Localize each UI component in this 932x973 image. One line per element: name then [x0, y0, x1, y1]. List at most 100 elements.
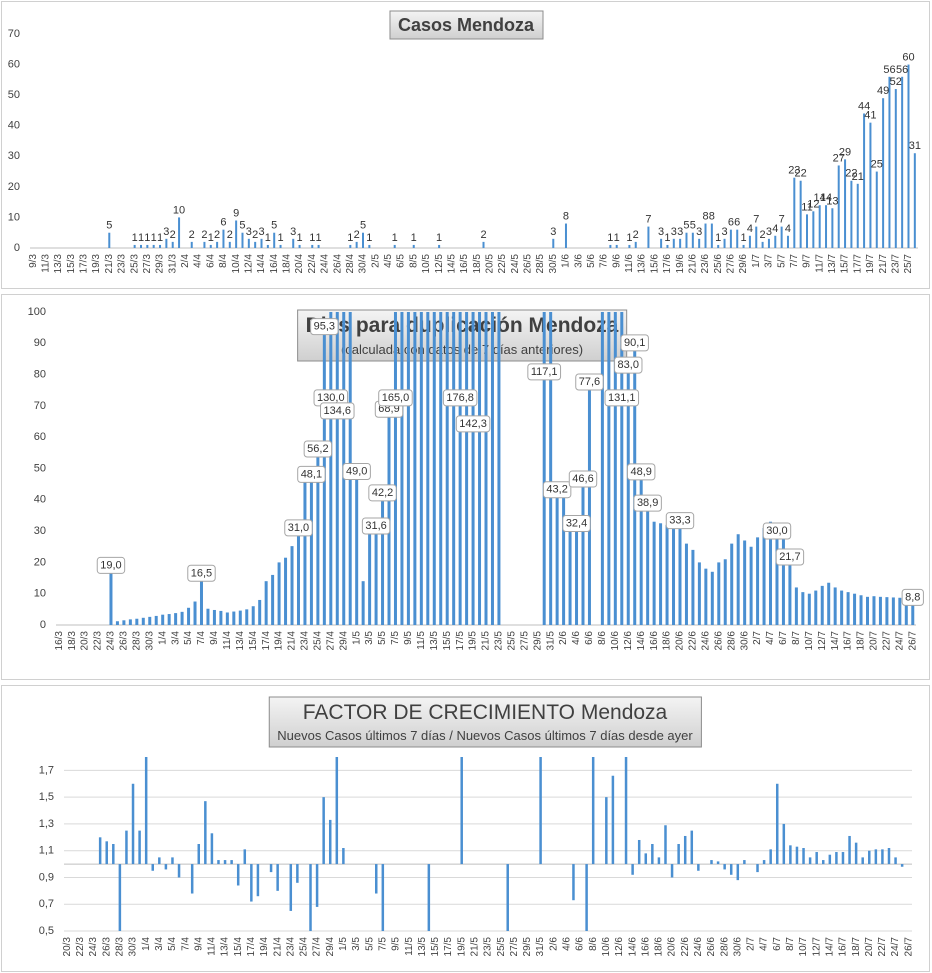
title-box [268, 696, 702, 748]
x-tick-label: 17/7 [852, 254, 863, 274]
data-label: 31,6 [365, 520, 386, 532]
bar [465, 312, 469, 625]
bar [794, 587, 798, 625]
y-tick-label: 40 [34, 494, 46, 506]
bar [646, 503, 650, 625]
x-tick-label: 14/7 [824, 937, 835, 957]
bar [846, 592, 850, 625]
data-label: 3 [550, 226, 556, 238]
y-tick-label: 50 [34, 462, 46, 474]
x-tick-label: 20/6 [675, 631, 686, 651]
bar [138, 830, 141, 865]
data-label: 1 [366, 232, 372, 244]
data-label: 16,5 [191, 567, 212, 579]
x-tick-label: 25/5 [496, 937, 507, 957]
bar [309, 864, 312, 931]
x-tick-label: 25/3 [129, 254, 140, 274]
bar [452, 312, 456, 625]
data-label: 5 [271, 220, 277, 232]
bar [866, 596, 870, 625]
bar [250, 864, 253, 902]
x-tick-label: 10/4 [231, 254, 242, 274]
bar [789, 845, 792, 865]
bar [665, 524, 669, 625]
bar [827, 582, 831, 625]
x-tick-label: 10/5 [421, 254, 432, 274]
x-tick-label: 8/6 [597, 631, 608, 645]
bar [730, 543, 734, 625]
data-label: 8,8 [905, 591, 920, 603]
x-tick-label: 4/5 [383, 254, 394, 268]
x-tick-label: 14/6 [636, 631, 647, 651]
y-tick-label: 1,1 [39, 845, 54, 857]
data-label: 1 [607, 232, 613, 244]
x-tick-label: 11/5 [416, 631, 427, 650]
data-label: 5 [239, 220, 245, 232]
data-label-box [187, 564, 216, 582]
data-label: 5 [106, 220, 112, 232]
x-tick-label: 29/6 [738, 254, 749, 274]
x-tick-label: 17/3 [79, 254, 90, 274]
x-tick-label: 12/4 [243, 254, 254, 274]
data-label: 90,1 [624, 337, 645, 349]
bar [131, 783, 135, 865]
data-label: 56 [883, 64, 895, 76]
bar [585, 864, 588, 931]
data-label: 3 [658, 226, 664, 238]
x-tick-label: 29/4 [338, 631, 349, 651]
data-label: 142,3 [459, 418, 487, 430]
data-label: 7 [645, 214, 651, 226]
bar [133, 244, 136, 248]
y-tick-label: 70 [8, 28, 20, 40]
bar [900, 864, 904, 867]
x-tick-label: 7/4 [180, 937, 191, 951]
bar [506, 864, 509, 931]
bar [723, 238, 726, 248]
x-tick-label: 28/3 [131, 631, 142, 651]
y-tick-label: 20 [34, 556, 46, 568]
bar [216, 241, 219, 248]
data-label-box [368, 484, 397, 502]
x-tick-label: 27/6 [726, 254, 737, 274]
data-label: 21,7 [779, 551, 800, 563]
data-label: 2 [227, 229, 233, 241]
bar [349, 244, 352, 248]
bar [749, 546, 753, 625]
bar [552, 238, 555, 248]
x-tick-label: 1/4 [141, 937, 152, 951]
bar [853, 593, 857, 625]
bar [290, 546, 294, 625]
x-tick-label: 14/5 [446, 254, 457, 274]
bars [109, 312, 915, 625]
bar [672, 527, 676, 625]
x-tick-label: 25/6 [713, 254, 724, 274]
data-label-box [284, 519, 313, 537]
data-label: 46,6 [572, 473, 593, 485]
x-tick-label: 16/7 [843, 631, 854, 651]
bar [891, 597, 895, 625]
bar [335, 757, 339, 865]
x-tick-label: 26/6 [706, 937, 717, 957]
data-label: 2 [170, 229, 176, 241]
y-tick-label: 20 [8, 181, 20, 193]
x-tick-label: 2/7 [746, 937, 757, 951]
bar [781, 531, 785, 625]
bar [666, 244, 669, 248]
bar [657, 857, 661, 865]
bar [840, 590, 844, 625]
x-tick-label: 14/6 [627, 937, 638, 957]
data-label: 3 [290, 226, 296, 238]
bar [639, 471, 643, 625]
x-tick-label: 28/4 [345, 254, 356, 274]
bar [762, 527, 766, 625]
bar [607, 312, 611, 625]
bar [904, 597, 908, 625]
bar [690, 830, 694, 865]
x-tick-label: 3/7 [764, 254, 775, 268]
y-tick-label: 80 [34, 369, 46, 381]
x-tick-label: 13/5 [417, 937, 428, 957]
bar [799, 180, 802, 248]
bar [317, 244, 320, 248]
x-tick-label: 2/6 [558, 631, 569, 645]
bar [105, 841, 108, 865]
